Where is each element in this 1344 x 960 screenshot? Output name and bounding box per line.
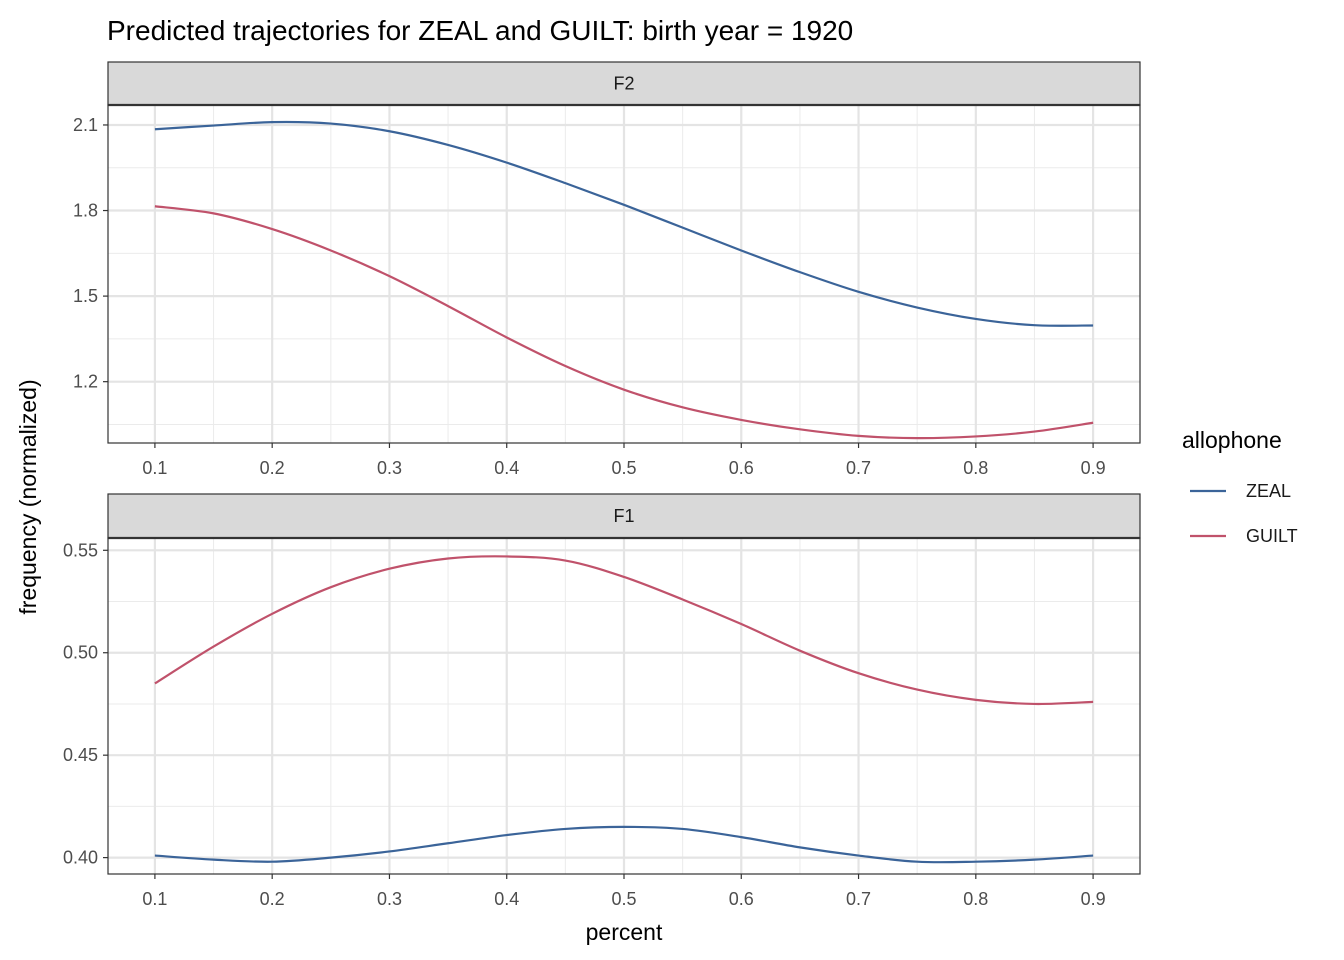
- x-tick-label: 0.1: [142, 889, 167, 909]
- x-tick-label: 0.4: [494, 889, 519, 909]
- x-tick-label: 0.3: [377, 458, 402, 478]
- y-tick-label: 0.40: [63, 848, 98, 868]
- y-axis-title: frequency (normalized): [15, 379, 41, 614]
- x-tick-label: 0.6: [729, 458, 754, 478]
- x-tick-label: 0.6: [729, 889, 754, 909]
- chart-title: Predicted trajectories for ZEAL and GUIL…: [107, 15, 853, 46]
- legend-entry-zeal: ZEAL: [1190, 481, 1291, 501]
- series-line-guilt: [154, 555, 1094, 706]
- y-tick-label: 0.55: [63, 540, 98, 560]
- x-tick-label: 0.2: [260, 889, 285, 909]
- x-tick-label: 0.1: [142, 458, 167, 478]
- series-line-guilt: [154, 205, 1094, 440]
- x-tick-label: 0.5: [611, 458, 636, 478]
- strip-label: F2: [613, 74, 634, 94]
- strip-label: F1: [613, 506, 634, 526]
- panels: F2 1.2 1.5 1.8 2.1 0.1 0.2 0.3 0.4 0.5 0.6 0.7 0.8 0.…: [63, 61, 1141, 909]
- x-tick-label: 0.5: [611, 889, 636, 909]
- y-tick-label: 1.8: [73, 201, 98, 221]
- legend-entry-guilt: GUILT: [1190, 526, 1298, 546]
- x-tick-label: 0.3: [377, 889, 402, 909]
- y-tick-label: 0.45: [63, 745, 98, 765]
- x-tick-label: 0.8: [963, 889, 988, 909]
- x-tick-label: 0.9: [1081, 458, 1106, 478]
- legend: allophone ZEAL GUILT: [1182, 427, 1298, 546]
- y-tick-label: 1.5: [73, 286, 98, 306]
- y-tick-label: 0.50: [63, 643, 98, 663]
- x-axis-title: percent: [586, 919, 663, 945]
- strip-background: [107, 61, 1141, 106]
- legend-title: allophone: [1182, 427, 1282, 453]
- x-tick-label: 0.7: [846, 458, 871, 478]
- x-tick-label: 0.7: [846, 889, 871, 909]
- panel-f1: F1 0.40 0.45 0.50 0.55 0.1 0.2 0.3 0.4 0.5 0.6 0.7 0…: [63, 493, 1141, 909]
- panel-f2: F2 1.2 1.5 1.8 2.1 0.1 0.2 0.3 0.4 0.5 0.6 0.7 0.8 0.…: [73, 61, 1141, 478]
- series-line-zeal: [154, 120, 1094, 327]
- x-tick-label: 0.2: [260, 458, 285, 478]
- series-line-zeal: [154, 825, 1094, 864]
- x-tick-label: 0.4: [494, 458, 519, 478]
- x-tick-label: 0.9: [1081, 889, 1106, 909]
- legend-label: GUILT: [1246, 526, 1298, 546]
- legend-label: ZEAL: [1246, 481, 1291, 501]
- y-tick-label: 2.1: [73, 115, 98, 135]
- x-tick-label: 0.8: [963, 458, 988, 478]
- y-tick-label: 1.2: [73, 372, 98, 392]
